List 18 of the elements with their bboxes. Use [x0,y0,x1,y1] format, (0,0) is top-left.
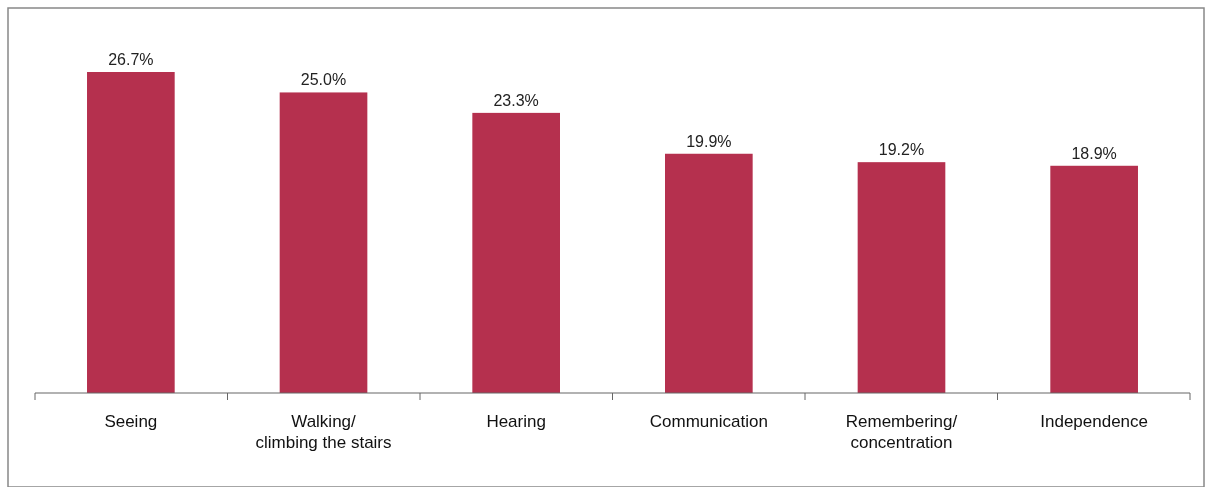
data-label: 19.9% [686,132,732,150]
x-tick-label: Communication [649,412,768,431]
bar [665,153,753,393]
bar [857,162,946,393]
x-tick-label: Remembering/concentration [845,412,958,452]
data-label: 18.9% [1071,144,1117,162]
bar [1050,165,1138,393]
x-tick-label: Hearing [486,412,546,431]
x-tick-label: Walking/climbing the stairs [255,412,392,452]
x-tick-label: Independence [1040,412,1149,431]
bar [279,92,368,393]
x-tick-label: Seeing [104,412,158,431]
data-label: 26.7% [108,51,154,68]
data-label: 25.0% [300,71,347,89]
bar [87,72,175,393]
data-label: 19.2% [878,141,925,159]
data-label: 23.3% [493,91,539,109]
bar [472,112,560,393]
